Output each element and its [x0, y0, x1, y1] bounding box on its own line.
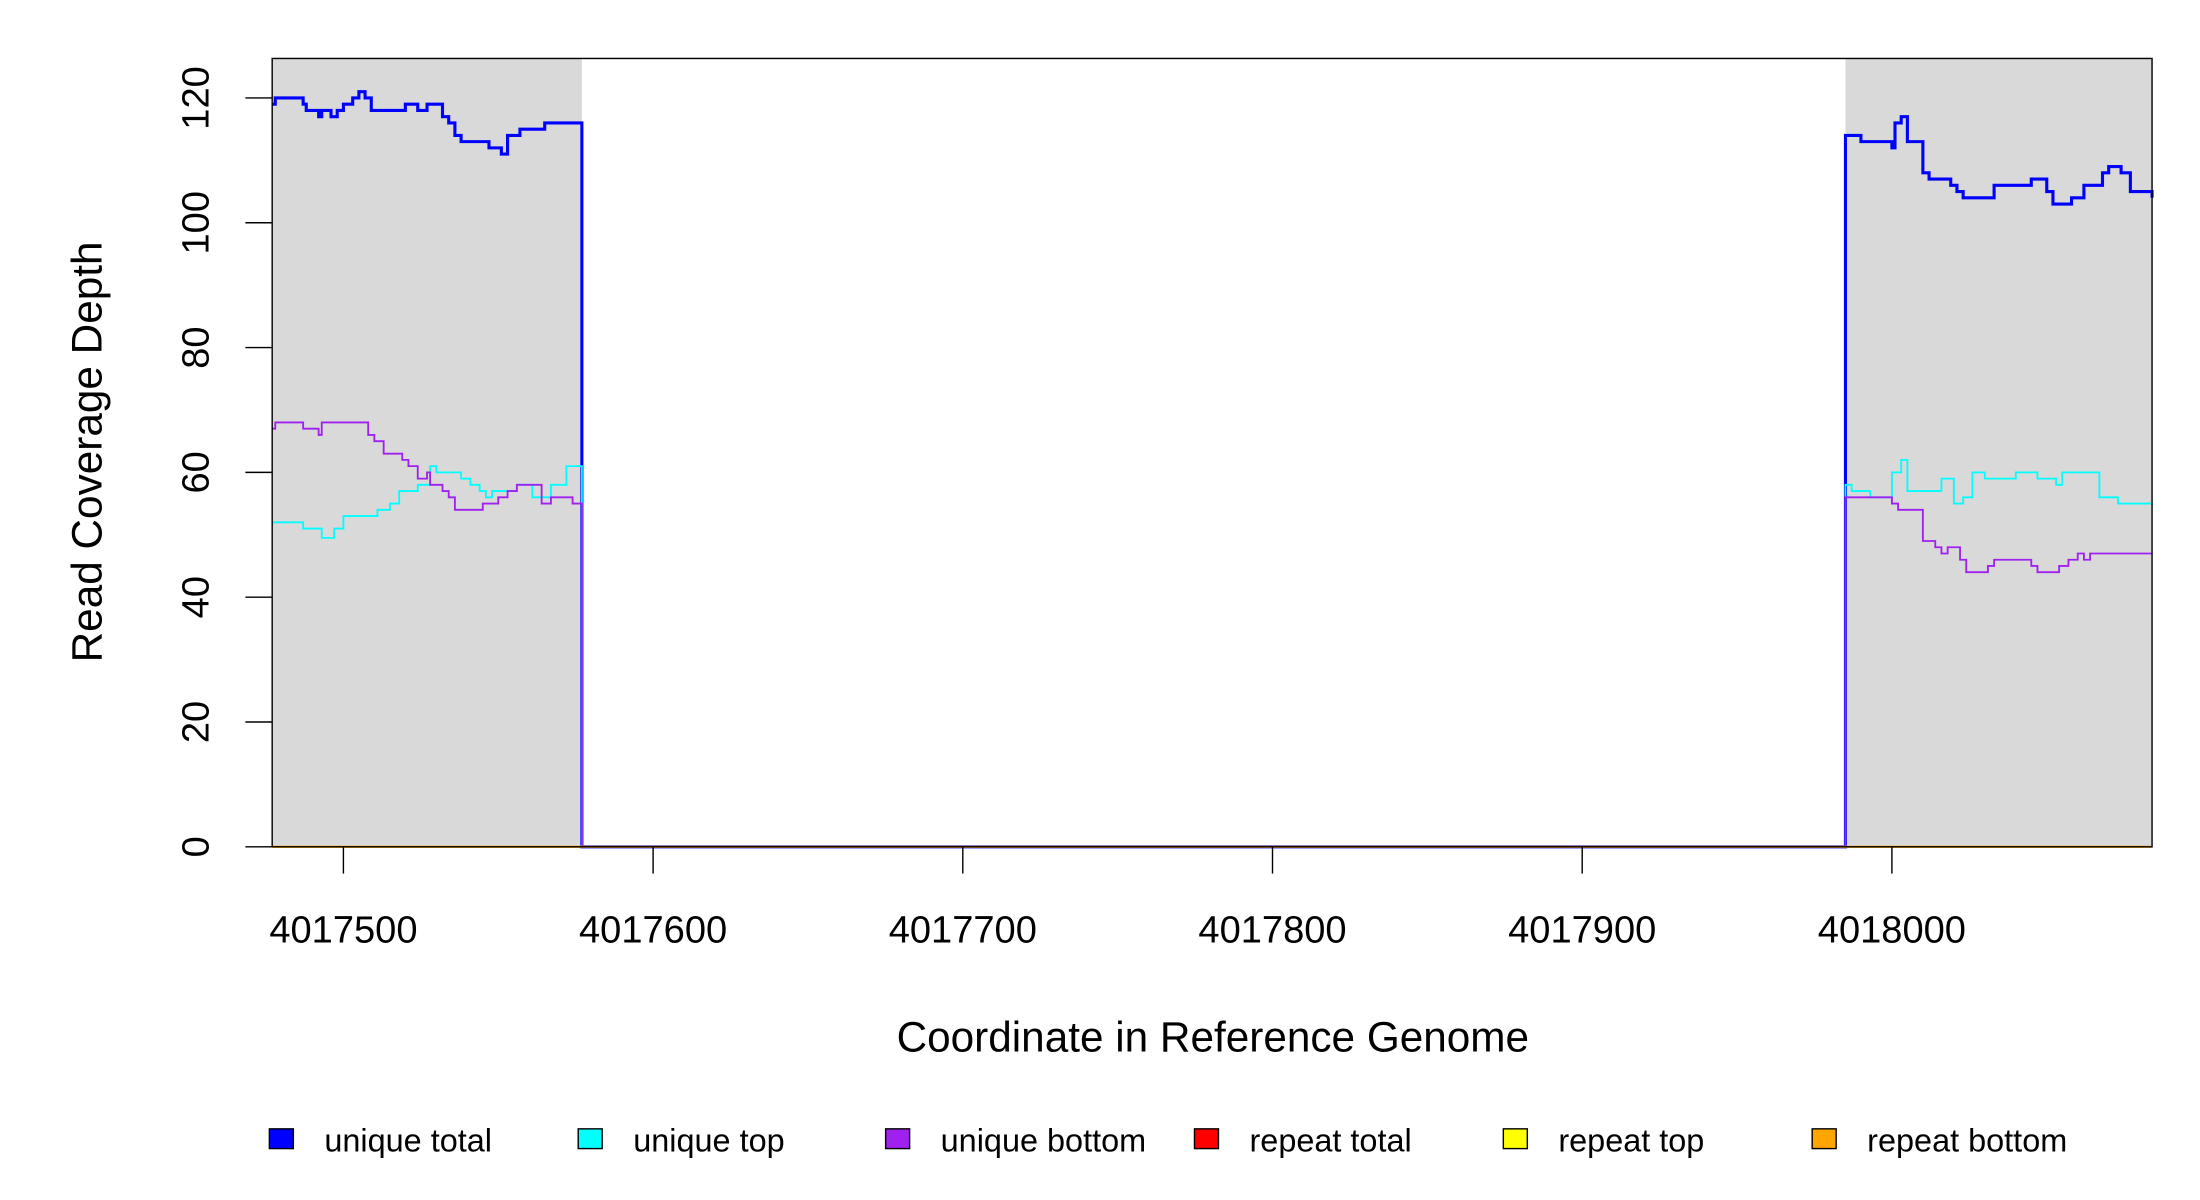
x-axis-title: Coordinate in Reference Genome	[897, 1013, 1529, 1060]
y-axis-title: Read Coverage Depth	[64, 241, 111, 662]
y-tick-label: 120	[176, 66, 218, 130]
x-axis: 4017500 4017600 4017700 4017800 4017900 40180…	[269, 846, 1966, 952]
legend-swatch-repeat-bottom	[1811, 1128, 1837, 1150]
series-line-unique-total	[272, 90, 2154, 849]
x-tick-label: 4017900	[1508, 910, 1656, 952]
legend-label: unique bottom	[941, 1122, 1147, 1158]
x-tick-label: 4017600	[579, 910, 727, 952]
legend-label: unique top	[633, 1122, 784, 1158]
y-tick-label: 0	[176, 836, 218, 857]
legend-swatch-repeat-total	[1193, 1128, 1220, 1150]
shaded-region-1	[272, 58, 582, 847]
series-line-unique-top	[272, 458, 2153, 848]
legend-label: repeat top	[1558, 1122, 1704, 1158]
y-tick-label: 40	[176, 576, 218, 618]
legend-swatch-repeat-top	[1502, 1128, 1529, 1150]
legend-label: repeat bottom	[1867, 1122, 2067, 1158]
x-tick-label: 4017800	[1198, 910, 1346, 952]
y-tick-label: 20	[176, 701, 218, 743]
y-tick-label: 60	[176, 451, 218, 493]
y-axis: 0 20 40 60 80 100 120	[176, 66, 273, 857]
legend-label: unique total	[324, 1122, 492, 1158]
x-tick-label: 4017700	[889, 910, 1037, 952]
x-tick-label: 4018000	[1818, 910, 1966, 952]
legend: unique total unique top unique bottom repea…	[268, 1122, 2067, 1158]
y-tick-label: 80	[176, 326, 218, 368]
legend-label: repeat total	[1249, 1122, 1411, 1158]
y-tick-label: 100	[176, 191, 218, 255]
series-line-unique-bottom	[272, 421, 2153, 848]
plot-frame	[271, 57, 2153, 848]
shaded-regions	[272, 58, 2153, 847]
legend-swatch-unique-total	[268, 1128, 295, 1150]
legend-swatch-unique-top	[577, 1128, 603, 1150]
x-tick-label: 4017500	[269, 910, 417, 952]
shaded-region-2	[1845, 58, 2153, 847]
legend-swatch-unique-bottom	[884, 1128, 911, 1150]
